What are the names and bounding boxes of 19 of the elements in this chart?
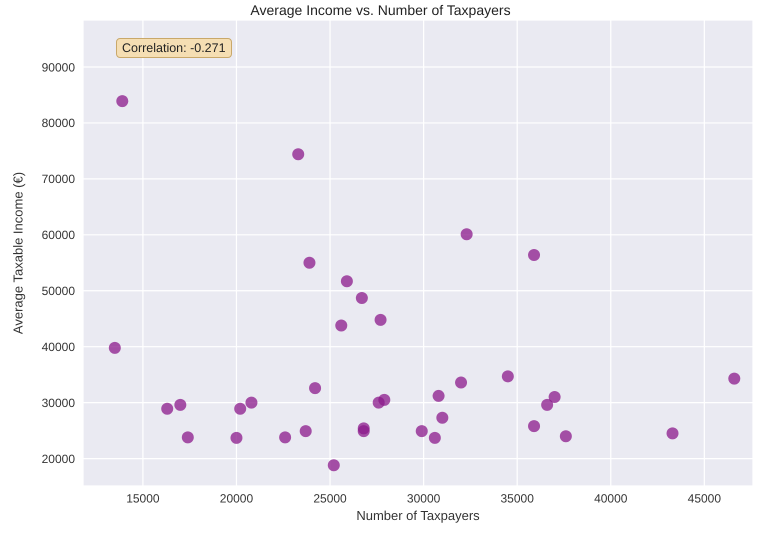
- y-tick-label: 80000: [42, 116, 76, 130]
- x-tick-label: 15000: [126, 492, 160, 506]
- x-tick-label: 30000: [406, 492, 441, 506]
- y-tick-label: 40000: [42, 340, 76, 354]
- x-tick-label: 40000: [594, 492, 628, 506]
- y-tick-label: 60000: [42, 228, 76, 242]
- y-tick-label: 90000: [42, 60, 76, 74]
- x-axis-title: Number of Taxpayers: [356, 508, 480, 523]
- y-tick-label: 70000: [42, 172, 76, 186]
- annotation: Correlation: -0.271: [116, 38, 232, 58]
- y-axis-title: Average Taxable Income (€): [10, 172, 26, 334]
- x-tick-label: 25000: [313, 492, 348, 506]
- chart-title: Average Income vs. Number of Taxpayers: [249, 2, 512, 18]
- x-tick-label: 45000: [688, 492, 722, 506]
- y-tick-label: 30000: [42, 396, 76, 410]
- y-tick-label: 50000: [42, 284, 76, 298]
- x-tick-label: 20000: [220, 492, 254, 506]
- x-tick-label: 35000: [500, 492, 534, 506]
- y-tick-label: 20000: [42, 452, 76, 466]
